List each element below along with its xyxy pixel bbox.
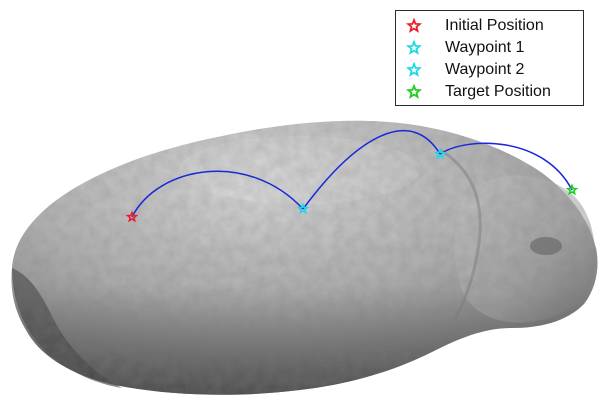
- asteroid-right-lobe: [454, 175, 595, 323]
- trajectory-arc-2: [302, 129, 441, 210]
- legend: Initial Position Waypoint 1 Waypoint 2 T…: [395, 10, 584, 106]
- trajectory-arc-3: [439, 142, 573, 191]
- red-star-icon: [405, 17, 423, 33]
- target-position-marker: [565, 183, 579, 196]
- legend-label-waypoint-1: Waypoint 1: [445, 39, 525, 56]
- waypoint-2-marker: [433, 147, 447, 160]
- legend-label-waypoint-2: Waypoint 2: [445, 61, 525, 78]
- asteroid-highlight: [180, 136, 420, 204]
- asteroid-left-shadow: [12, 268, 122, 388]
- cyan-star-icon: [405, 39, 423, 55]
- asteroid-crater: [530, 237, 562, 255]
- legend-item-target-position: Target Position: [404, 81, 551, 103]
- legend-label-initial-position: Initial Position: [445, 17, 544, 34]
- legend-item-waypoint-1: Waypoint 1: [404, 37, 524, 59]
- green-star-icon: [405, 83, 423, 99]
- legend-label-target-position: Target Position: [445, 83, 551, 100]
- waypoint-1-marker: [296, 202, 310, 215]
- asteroid-neck-ridge: [439, 148, 482, 321]
- initial-position-marker: [125, 210, 139, 223]
- trajectory-arc-1: [131, 170, 304, 218]
- cyan-star-icon: [405, 61, 423, 77]
- legend-item-initial-position: Initial Position: [404, 15, 544, 37]
- legend-item-waypoint-2: Waypoint 2: [404, 59, 524, 81]
- asteroid-body: [11, 120, 598, 395]
